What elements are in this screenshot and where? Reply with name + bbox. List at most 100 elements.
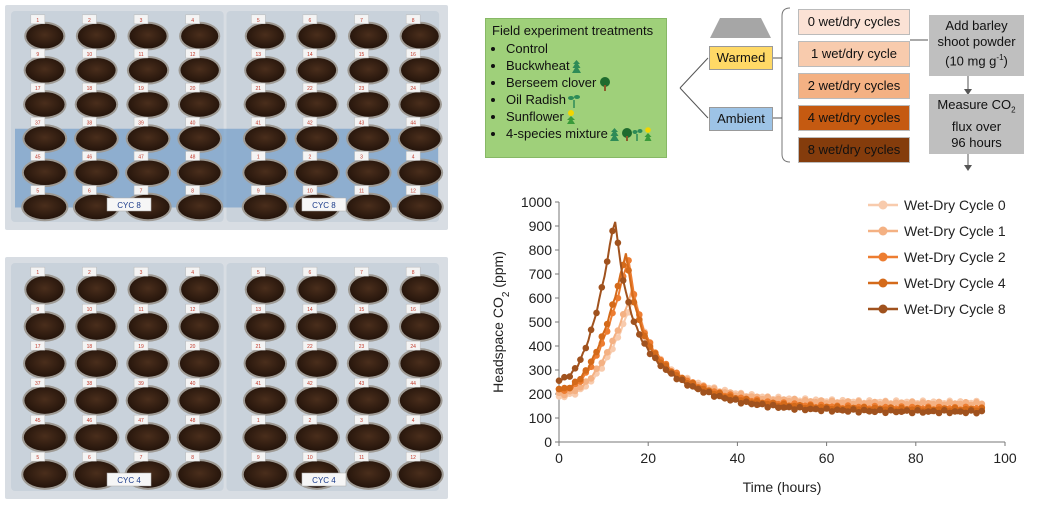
soil-surface (399, 387, 441, 414)
data-point (941, 407, 948, 414)
pot-number: 7 (360, 270, 363, 276)
data-point (919, 399, 927, 406)
pot-tag (82, 14, 97, 25)
soil-surface (348, 350, 389, 377)
pot-number: 46 (87, 154, 93, 160)
chart-series (555, 221, 986, 417)
measure-co2-step: Measure CO2 flux over 96 hours (929, 94, 1024, 154)
data-point (587, 326, 595, 334)
data-point (625, 267, 632, 274)
pot-tag (405, 14, 421, 25)
pot-number: 18 (87, 344, 93, 350)
data-point (914, 407, 921, 414)
data-point (727, 397, 734, 404)
pot-tag (302, 340, 318, 351)
data-point (630, 298, 638, 306)
pot-number: 38 (87, 381, 93, 387)
treatment-item: Control (506, 40, 660, 57)
pot-number: 22 (307, 344, 313, 350)
pot-number: 7 (360, 18, 363, 24)
data-point (860, 406, 868, 414)
pot-number: 40 (190, 381, 196, 387)
data-point (962, 409, 970, 417)
data-point (593, 348, 600, 356)
pot-number: 14 (307, 307, 313, 313)
tray-label-card (106, 472, 152, 487)
data-point (614, 282, 622, 290)
pot-tag (133, 414, 149, 425)
soil-surface (399, 424, 442, 451)
data-point (876, 406, 884, 414)
treatment-item: Oil Radish (506, 91, 660, 108)
soil-surface (24, 387, 66, 414)
soil-surface (76, 350, 117, 377)
pot-number: 47 (138, 154, 144, 160)
pot-tag (133, 82, 149, 93)
data-point (678, 376, 686, 384)
pot-number: 24 (410, 344, 416, 350)
experiment-flow-diagram: Field experiment treatments Control Buck… (470, 0, 1047, 175)
pot-number: 11 (359, 455, 364, 461)
data-point (684, 382, 691, 389)
chart-axes: 0 100 200 300 400 500 600 700 800 900 1000 0 20 40 60 8… (490, 194, 1017, 495)
soil-surface (296, 126, 338, 151)
pot-tag (405, 340, 421, 351)
pot-number: 15 (359, 307, 365, 313)
pot-number: 6 (309, 18, 312, 24)
y-tick-label: 600 (529, 290, 553, 306)
data-point (561, 384, 568, 392)
data-point (898, 408, 905, 415)
pot-number: 3 (360, 418, 363, 424)
pot-tag (302, 377, 318, 388)
buckwheat-plant-icon (571, 59, 581, 73)
soil-surface (178, 424, 221, 451)
pot-number: 16 (410, 307, 416, 313)
pot-tag (30, 340, 46, 351)
soil-surface (23, 194, 67, 220)
soil-surface (295, 424, 338, 451)
soil-surface (129, 23, 167, 49)
pot-number: 21 (256, 344, 262, 350)
pot-number: 10 (87, 307, 93, 313)
soil-surface (349, 313, 388, 340)
pot-number: 5 (36, 189, 39, 195)
pot-number: 10 (307, 455, 313, 461)
x-tick-label: 20 (640, 450, 656, 466)
pot-tag (354, 377, 369, 388)
legend-swatch-marker (878, 226, 888, 236)
pot-number: 12 (190, 52, 196, 58)
soil-surface (76, 92, 117, 117)
pot-number: 11 (138, 307, 143, 313)
x-tick-label: 80 (908, 450, 924, 466)
pot-tag (185, 48, 200, 59)
data-point (839, 399, 846, 406)
data-point (743, 398, 750, 405)
soil-surface (180, 313, 219, 340)
pot-number: 41 (256, 381, 262, 387)
data-point (710, 393, 718, 400)
pot-tag (30, 414, 46, 425)
data-point (780, 404, 788, 411)
soil-surface (75, 160, 118, 186)
soil-surface (26, 276, 64, 303)
data-point (978, 407, 986, 415)
data-point (919, 409, 927, 416)
pot-tag (185, 151, 200, 161)
soil-surface (24, 126, 66, 151)
data-point (630, 318, 638, 325)
y-tick-label: 0 (544, 434, 552, 450)
pot-tag (30, 151, 46, 161)
data-point (636, 316, 643, 324)
soil-surface (181, 276, 219, 303)
pot-number: 17 (35, 344, 41, 350)
pot-number: 13 (256, 52, 262, 58)
condition-warmed: Warmed (709, 46, 773, 70)
pot-tag (251, 14, 266, 25)
soil-surface (23, 461, 67, 488)
cycle-box-4: 4 wet/dry cycles (798, 105, 910, 131)
pot-number: 2 (309, 418, 312, 424)
pot-tag (354, 414, 369, 425)
x-axis-label: Time (hours) (743, 479, 822, 495)
pot-tag (185, 117, 200, 127)
pot-tag (354, 185, 369, 195)
